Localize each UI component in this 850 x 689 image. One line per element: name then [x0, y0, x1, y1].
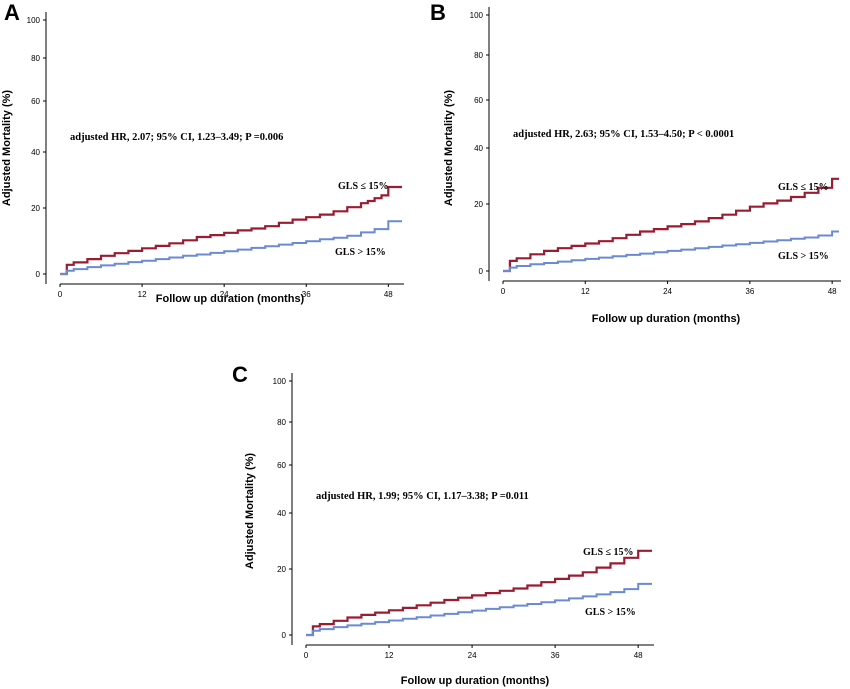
- x-tick-label: 12: [581, 287, 590, 296]
- y-tick-label: 0: [282, 631, 287, 640]
- panel-label: C: [232, 362, 248, 387]
- y-axis-title: Adjusted Mortality (%): [1, 90, 13, 206]
- series-line-gls-high: [306, 582, 652, 636]
- chart-panel-a: A 0 20 40 60 80 100 0 12 24 36 48 Follow up duration…: [1, 0, 404, 305]
- x-tick-label: 24: [663, 287, 672, 296]
- y-tick-label: 100: [470, 11, 484, 20]
- y-tick-label: 80: [277, 418, 286, 427]
- series-label-gls-low: GLS ≤ 15%: [338, 181, 389, 192]
- y-tick-label: 40: [277, 509, 286, 518]
- y-tick-label: 40: [474, 144, 483, 153]
- x-tick-label: 36: [551, 651, 560, 660]
- y-tick-label: 0: [479, 267, 484, 276]
- x-tick-label: 0: [304, 651, 309, 660]
- y-tick-label: 60: [474, 96, 483, 105]
- x-tick-label: 0: [501, 287, 506, 296]
- y-axis-title: Adjusted Mortality (%): [244, 453, 256, 569]
- x-axis-title: Follow up duration (months): [592, 313, 741, 325]
- series-label-gls-high: GLS > 15%: [778, 251, 829, 262]
- series-line-gls-high: [503, 230, 839, 272]
- y-axis-title: Adjusted Mortality (%): [443, 90, 455, 206]
- x-tick-label: 36: [302, 290, 311, 299]
- chart-panel-b: B 0 20 40 60 80 100 0 12 24 36 48 Follow up duration…: [430, 0, 841, 325]
- y-tick-label: 60: [277, 461, 286, 470]
- y-tick-label: 20: [277, 565, 286, 574]
- chart-panel-c: C 0 20 40 60 80 100 0 12 24 36 48 Follow up duration…: [232, 362, 654, 687]
- series-line-gls-low: [306, 549, 652, 637]
- y-tick-label: 100: [273, 377, 287, 386]
- x-tick-label: 12: [385, 651, 394, 660]
- y-tick-label: 40: [31, 148, 40, 157]
- y-tick-label: 100: [27, 16, 41, 25]
- series-line-gls-low: [60, 185, 402, 276]
- hazard-ratio-annotation: adjusted HR, 1.99; 95% CI, 1.17–3.38; P …: [316, 491, 529, 502]
- hazard-ratio-annotation: adjusted HR, 2.63; 95% CI, 1.53–4.50; P …: [513, 129, 734, 140]
- x-tick-label: 0: [58, 290, 63, 299]
- series-label-gls-high: GLS > 15%: [585, 607, 636, 618]
- series-line-gls-low: [503, 177, 839, 273]
- x-tick-label: 36: [745, 287, 754, 296]
- x-axis-title: Follow up duration (months): [156, 293, 305, 305]
- x-tick-label: 48: [828, 287, 837, 296]
- x-tick-label: 48: [634, 651, 643, 660]
- series-line-gls-high: [60, 220, 402, 275]
- series-label-gls-low: GLS ≤ 15%: [583, 547, 634, 558]
- series-label-gls-low: GLS ≤ 15%: [778, 182, 829, 193]
- x-tick-label: 24: [220, 290, 229, 299]
- y-tick-label: 20: [31, 204, 40, 213]
- hazard-ratio-annotation: adjusted HR, 2.07; 95% CI, 1.23–3.49; P …: [70, 132, 283, 143]
- x-tick-label: 24: [468, 651, 477, 660]
- y-tick-label: 80: [31, 54, 40, 63]
- y-tick-label: 20: [474, 200, 483, 209]
- x-tick-label: 48: [384, 290, 393, 299]
- panel-label: A: [4, 0, 20, 25]
- x-axis-title: Follow up duration (months): [401, 675, 550, 687]
- y-tick-label: 0: [36, 270, 41, 279]
- y-tick-label: 80: [474, 51, 483, 60]
- series-label-gls-high: GLS > 15%: [335, 247, 386, 258]
- panel-label: B: [430, 0, 446, 25]
- y-tick-label: 60: [31, 97, 40, 106]
- x-tick-label: 12: [138, 290, 147, 299]
